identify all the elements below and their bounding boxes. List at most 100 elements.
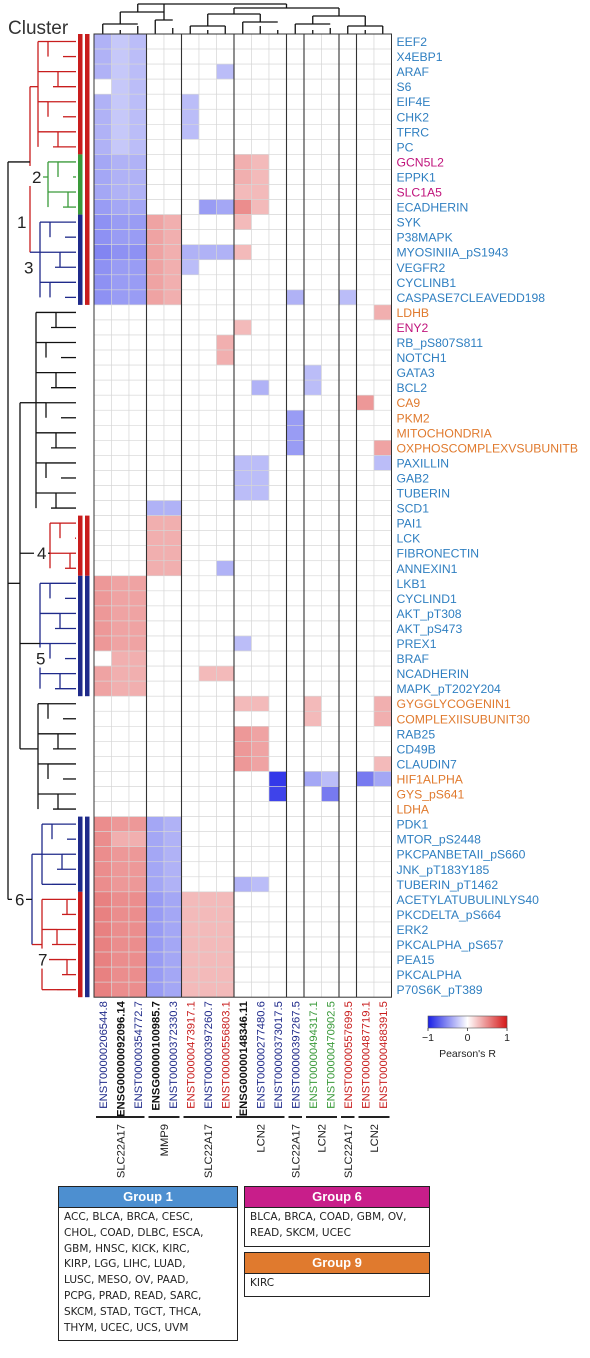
heatmap-cell-18-5 <box>181 304 200 321</box>
heatmap-cell-22-2 <box>128 364 147 381</box>
heatmap-cell-14-9 <box>251 244 270 261</box>
heatmap-cell-29-13 <box>321 470 340 486</box>
colorbar-strip <box>488 1016 490 1028</box>
heatmap-cell-28-12 <box>303 455 322 471</box>
heatmap-cell-20-11 <box>286 334 305 351</box>
heatmap-cell-51-11 <box>286 801 305 817</box>
heatmap-cell-13-10 <box>268 229 287 245</box>
heatmap-cell-2-9 <box>251 63 270 80</box>
heatmap-cell-12-13 <box>321 214 340 230</box>
gene-group-label: LCN2 <box>317 1124 329 1153</box>
heatmap-cell-33-1 <box>111 530 130 547</box>
heatmap-cell-44-2 <box>128 695 147 712</box>
heatmap-cell-0-15 <box>356 33 375 50</box>
heatmap-cell-37-0 <box>93 590 112 607</box>
heatmap-cell-40-14 <box>338 635 357 652</box>
column-labels: ENST00000206544.8 ENSG00000092096.14 ENST0… <box>98 1000 390 1116</box>
colorbar-strip <box>446 1016 448 1028</box>
heatmap-cell-52-4 <box>163 816 182 832</box>
heatmap-cell-31-2 <box>128 500 147 516</box>
cluster-label-bg <box>35 948 49 969</box>
heatmap-cell-45-14 <box>338 710 357 727</box>
heatmap-cell-62-10 <box>268 966 287 983</box>
heatmap-cell-42-3 <box>146 665 165 682</box>
heatmap-cell-49-11 <box>286 771 305 787</box>
heatmap-cell-41-3 <box>146 650 165 667</box>
heatmap-cell-32-11 <box>286 515 305 531</box>
heatmap-cell-18-16 <box>373 304 392 321</box>
heatmap-cell-30-7 <box>216 485 235 501</box>
heatmap-cell-44-13 <box>321 695 340 712</box>
heatmap-cell-12-15 <box>356 214 375 230</box>
row-label: GYS_pS641 <box>397 788 465 802</box>
colorbar-strip <box>461 1016 463 1028</box>
heatmap-cell-10-12 <box>303 184 322 200</box>
row-label: LCK <box>397 532 421 546</box>
heatmap-cell-23-1 <box>111 379 130 396</box>
heatmap-cell-5-14 <box>338 108 357 125</box>
colorbar-strip <box>471 1016 473 1028</box>
heatmap-cell-59-13 <box>321 921 340 938</box>
heatmap-cell-53-10 <box>268 831 287 848</box>
heatmap-cell-49-15 <box>356 771 375 787</box>
heatmap-cell-55-5 <box>181 861 200 878</box>
gene-group-labels: SLC22A17 MMP9 SLC22A17 LCN2 SLC22A17 LCN2 SLC2… <box>96 1116 390 1178</box>
heatmap-cell-41-16 <box>373 650 392 667</box>
heatmap-cell-28-8 <box>233 455 252 471</box>
heatmap-cell-29-5 <box>181 470 200 486</box>
heatmap-cell-27-1 <box>111 440 130 456</box>
row-dendrogram: 1 2 3 4 5 6 7 <box>7 40 76 991</box>
heatmap-cell-6-0 <box>93 124 112 140</box>
heatmap-cell-48-1 <box>111 756 130 772</box>
heatmap-cell-25-9 <box>251 409 270 426</box>
heatmap-cell-49-6 <box>198 771 217 787</box>
heatmap-cell-25-2 <box>128 409 147 426</box>
heatmap-cell-14-13 <box>321 244 340 261</box>
heatmap-cell-4-9 <box>251 93 270 110</box>
heatmap-cell-60-14 <box>338 936 357 953</box>
heatmap-cell-41-13 <box>321 650 340 667</box>
colorbar-strip <box>463 1016 465 1028</box>
heatmap-cell-41-11 <box>286 650 305 667</box>
heatmap-cell-31-10 <box>268 500 287 516</box>
heatmap-cell-26-13 <box>321 424 340 441</box>
heatmap-cell-2-14 <box>338 63 357 80</box>
heatmap-cell-44-1 <box>111 695 130 712</box>
heatmap-cell-58-14 <box>338 906 357 923</box>
heatmap-cell-41-6 <box>198 650 217 667</box>
heatmap-cell-51-13 <box>321 801 340 817</box>
heatmap-cell-5-13 <box>321 108 340 125</box>
heatmap-cell-30-9 <box>251 485 270 501</box>
heatmap-cell-26-2 <box>128 424 147 441</box>
heatmap-cell-21-13 <box>321 349 340 366</box>
heatmap-cell-22-9 <box>251 364 270 381</box>
heatmap-cell-60-1 <box>111 936 130 953</box>
heatmap-cell-4-8 <box>233 93 252 110</box>
column-label: ENST00000488391.5 <box>378 1001 390 1109</box>
heatmap-cell-43-3 <box>146 680 165 697</box>
heatmap-cell-48-8 <box>233 756 252 772</box>
heatmap-cell-55-14 <box>338 861 357 878</box>
colorbar: −1 0 1 Pearson's R <box>422 1015 510 1060</box>
heatmap-cell-56-15 <box>356 876 375 893</box>
heatmap-cell-13-0 <box>93 229 112 245</box>
row-label: PDK1 <box>397 818 429 832</box>
heatmap-cell-55-2 <box>128 861 147 878</box>
heatmap-cell-48-16 <box>373 756 392 772</box>
heatmap-cell-35-6 <box>198 560 217 577</box>
heatmap-cell-44-6 <box>198 695 217 712</box>
heatmap-cell-22-15 <box>356 364 375 381</box>
heatmap-cell-23-5 <box>181 379 200 396</box>
heatmap-cell-17-11 <box>286 289 305 306</box>
heatmap-cell-5-9 <box>251 108 270 125</box>
heatmap-cell-24-14 <box>338 394 357 411</box>
heatmap-cell-5-2 <box>128 108 147 125</box>
colorbar-strip <box>504 1016 506 1028</box>
heatmap-cell-26-14 <box>338 424 357 441</box>
heatmap-cell-22-8 <box>233 364 252 381</box>
heatmap-cell-50-15 <box>356 786 375 802</box>
heatmap-cell-12-10 <box>268 214 287 230</box>
heatmap-cell-50-1 <box>111 786 130 802</box>
heatmap-cell-29-6 <box>198 470 217 486</box>
heatmap-cell-19-16 <box>373 319 392 336</box>
